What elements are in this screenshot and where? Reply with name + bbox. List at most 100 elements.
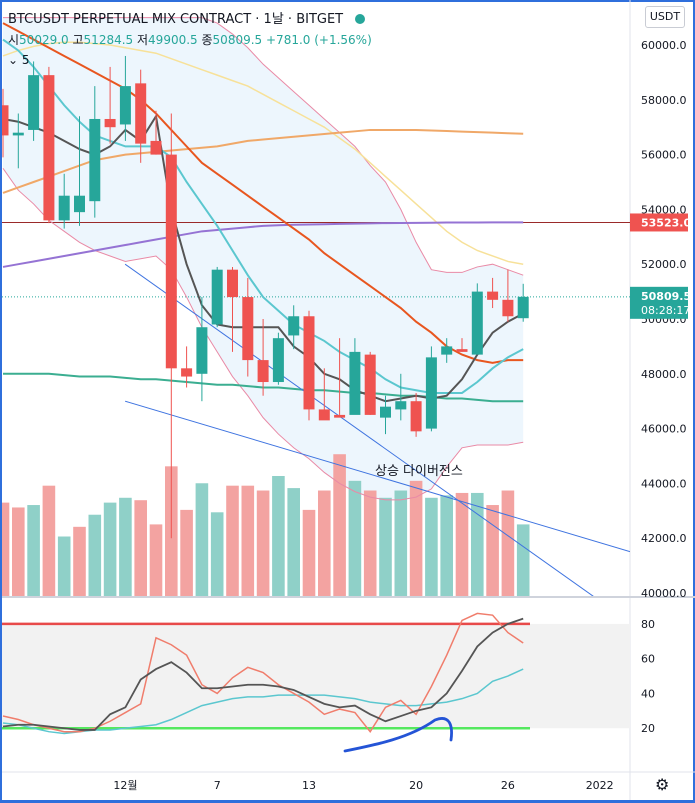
candle-body [380,406,391,418]
high-value: 51284.5 [83,33,134,47]
currency-button[interactable]: USDT [645,6,685,28]
volume-bar [195,483,209,596]
candle-body [104,118,116,128]
volume-bar [73,526,86,596]
open-value: 50029.0 [19,33,69,47]
price-tick-label: 54000.0 [641,203,687,216]
volume-bar [241,485,255,596]
volume-bar [27,505,40,596]
candle-body [58,195,70,221]
candle-body [89,118,101,202]
volume-bar [42,485,56,596]
candle-body [517,296,529,319]
candle-body [410,401,422,432]
divergence-annotation: 상승 다이버전스 [375,464,463,479]
candle-body [181,368,193,377]
bottom-border [0,800,695,803]
candle-body [395,401,407,410]
indicator-tick-label: 60 [641,653,655,666]
volume-bar [57,536,71,596]
volume-bar [379,497,392,596]
volume-bar [348,480,362,596]
indicator-tick-label: 40 [641,687,655,700]
price-tick-label: 60000.0 [641,39,687,52]
collapse-arrow-icon[interactable]: ⌄ [8,53,19,67]
last-price-tag [630,286,688,319]
candle-body [364,354,376,415]
candle-body [487,291,499,300]
time-tick-label: 12월 [113,779,137,792]
volume-bar [516,524,530,596]
ohlc-readout: 시50029.0 고51284.5 저49900.5 종50809.5 +781… [8,31,372,48]
low-value: 49900.5 [148,33,198,47]
trendline-upper [124,263,594,596]
candle-body [211,269,223,325]
indicator-tick-label: 80 [641,618,655,631]
volume-bar [394,490,408,596]
volume-bar [425,497,438,596]
candle-body [288,316,300,336]
volume-bar [455,492,469,596]
volume-bar [256,490,270,596]
candle-body [303,316,315,410]
interval-label[interactable]: 1날 [263,12,284,27]
open-label: 시 [8,33,20,47]
price-tick-label: 42000.0 [641,532,687,545]
price-tick-label: 46000.0 [641,423,687,436]
candle-body [471,291,483,355]
candle-body [43,75,55,221]
hline-price-text: 53523.0 [641,216,691,229]
change-value: +781.0 (+1.56%) [266,33,372,47]
last-price-text: 50809.5 [641,290,691,303]
candle-body [349,351,361,415]
candle-body [242,297,254,361]
candle-body [272,338,284,383]
volume-bar [272,476,285,596]
candle-body [28,75,40,130]
high-label: 고 [72,33,84,47]
volume-bar [501,490,515,596]
time-tick-label: 2022 [586,779,614,792]
time-tick-label: 13 [302,779,316,792]
candle-body [150,140,162,155]
volume-bar [226,485,239,596]
price-tick-label: 44000.0 [641,477,687,490]
volume-bar [12,507,25,596]
candle-body [334,414,346,418]
candle-body [135,83,147,144]
close-value: 50809.5 [212,33,263,47]
legend-separator: · [255,12,264,27]
countdown-text: 08:28:17 [641,304,690,317]
volume-bar [471,492,484,596]
volume-bar [119,497,132,596]
trendline-lower [124,400,630,553]
volume-bar [302,509,316,596]
bollinger-fill [3,17,524,500]
bollinger-lower-line [2,168,524,501]
indicator-legend[interactable]: ⌄ 5 [8,53,30,67]
volume-bar [210,512,224,596]
candle-body [74,195,85,213]
candle-body [165,154,177,369]
hline-price-tag [630,213,688,232]
ma20-line [2,22,524,364]
price-tick-label: 56000.0 [641,149,687,162]
price-tick-label: 52000.0 [641,258,687,271]
volume-bar [363,490,377,596]
divergence-mark [343,717,453,753]
volume-bar [409,480,423,596]
exchange-label: BITGET [296,12,344,27]
candle-body [12,132,24,136]
volume-bar [486,505,499,596]
volume-bar [149,524,163,596]
candle-body [456,349,468,352]
gear-icon[interactable]: ⚙ [655,775,670,794]
candle-body [2,105,9,136]
volume-bar [287,488,300,596]
time-tick-label: 7 [214,779,221,792]
time-tick-label: 26 [501,779,515,792]
price-tick-label: 58000.0 [641,94,687,107]
symbol-name[interactable]: BTCUSDT PERPETUAL MIX CONTRACT [8,12,252,27]
